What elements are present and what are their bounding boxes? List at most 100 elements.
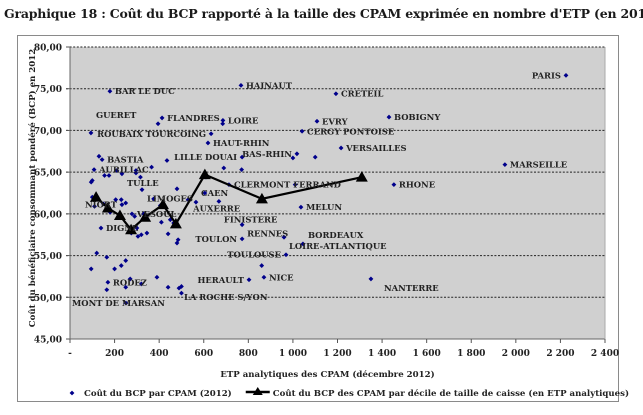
data-point — [333, 91, 339, 97]
data-point — [123, 258, 129, 263]
point-label: CERGY PONTOISE — [307, 126, 394, 136]
point-label: PARIS — [532, 70, 561, 80]
data-point — [133, 168, 139, 173]
x-tick-label: 1 200 — [323, 349, 351, 359]
x-tick-label: 200 — [105, 349, 124, 359]
data-point — [149, 164, 154, 170]
data-point — [105, 279, 111, 285]
data-point — [94, 250, 100, 256]
point-label: BORDEAUX — [308, 230, 364, 240]
data-point — [118, 197, 124, 203]
point-label: NICE — [269, 272, 294, 282]
data-point — [193, 199, 199, 205]
point-label: FINISTERE — [224, 214, 277, 224]
data-point — [135, 233, 141, 239]
legend-triangle-icon — [252, 387, 263, 395]
point-label: ROUBAIX TOURCOING — [97, 129, 206, 139]
point-label: FLANDRES — [167, 113, 220, 123]
data-point — [92, 203, 97, 209]
x-tick-labels: - 200 400 600 800 1 000 1 200 1 400 1 600 1 800 2 … — [68, 349, 619, 359]
data-point — [165, 284, 171, 290]
x-tick-label: 2 400 — [591, 349, 619, 359]
point-label: LILLE DOUAI — [174, 152, 237, 162]
data-point — [391, 182, 397, 188]
decile-marker — [139, 211, 152, 222]
data-point — [159, 115, 165, 121]
x-tick-label: 800 — [239, 349, 258, 359]
data-point — [88, 179, 94, 185]
point-label: CAEN — [201, 188, 229, 198]
y-tick-label: 75,00 — [34, 85, 62, 95]
point-label: NIORT — [85, 200, 118, 210]
x-axis-label: ETP analytiques des CPAM (décembre 2012) — [220, 369, 434, 380]
data-point — [175, 237, 181, 243]
data-point — [338, 145, 344, 151]
x-tick-label: 2 200 — [546, 349, 574, 359]
data-point — [283, 252, 289, 258]
data-point — [165, 231, 171, 237]
data-point — [107, 88, 113, 94]
data-point — [89, 194, 95, 200]
y-tick-label: 50,00 — [34, 294, 62, 304]
point-label: MONT DE MARSAN — [72, 298, 165, 308]
data-point — [113, 197, 119, 203]
data-point — [238, 82, 244, 88]
data-point — [259, 263, 265, 268]
data-point — [123, 200, 129, 206]
data-point — [179, 284, 184, 289]
point-label: HAINAUT — [246, 80, 293, 90]
data-point — [123, 300, 129, 306]
point-label: TOULON — [195, 234, 237, 244]
data-point — [185, 197, 191, 203]
point-label: AUXERRE — [192, 204, 240, 214]
decile-marker — [101, 202, 114, 213]
data-point — [205, 140, 211, 146]
y-tick-label: 55,00 — [34, 252, 62, 262]
decile-marker — [125, 223, 138, 235]
y-tick-label: 45,00 — [34, 336, 62, 346]
data-point — [239, 154, 245, 160]
point-label: RODEZ — [113, 277, 147, 287]
data-point — [102, 173, 107, 178]
point-label: MARSEILLE — [510, 160, 567, 170]
data-point — [112, 266, 117, 272]
point-label: EVRY — [322, 116, 349, 126]
x-tick-label: 600 — [194, 349, 213, 359]
point-label: HAUT-RHIN — [213, 138, 270, 148]
data-point — [368, 276, 374, 282]
data-point — [202, 190, 208, 196]
decile-marker — [255, 192, 268, 204]
data-point — [151, 196, 156, 202]
scatter-points — [88, 72, 569, 306]
x-tick-label: 2 000 — [502, 349, 530, 359]
data-point — [127, 276, 133, 282]
data-point — [300, 241, 306, 247]
legend-label-line: Coût du BCP des CPAM par décile de taill… — [273, 388, 629, 399]
plot-area — [70, 47, 605, 339]
data-point — [208, 131, 214, 137]
x-tick-label: 1 600 — [413, 349, 441, 359]
point-label: TULLE — [127, 178, 159, 188]
point-label: LOIRE-ATLANTIQUE — [289, 241, 387, 251]
data-point — [138, 281, 144, 287]
point-label: TOULOUSE — [227, 250, 281, 260]
data-point — [239, 167, 245, 173]
data-point — [221, 165, 227, 171]
legend-item-line: Coût du BCP des CPAM par décile de taill… — [245, 387, 629, 399]
data-point — [176, 285, 182, 291]
point-label: RHONE — [399, 180, 435, 190]
data-point — [114, 168, 120, 173]
point-label: RENNES — [247, 229, 288, 239]
y-tick-label: 70,00 — [34, 127, 62, 137]
point-label: MELUN — [306, 202, 342, 212]
point-label: CLERMONT FERRAND — [234, 180, 341, 190]
data-point — [139, 187, 145, 193]
data-point — [261, 274, 267, 280]
axes — [69, 47, 606, 343]
data-point — [119, 202, 125, 208]
point-label: BAR LE DUC — [115, 86, 175, 96]
data-point — [299, 128, 305, 134]
y-tick-label: 80,00 — [34, 44, 62, 54]
data-point — [91, 167, 97, 173]
point-label: LOIRE — [228, 115, 258, 125]
